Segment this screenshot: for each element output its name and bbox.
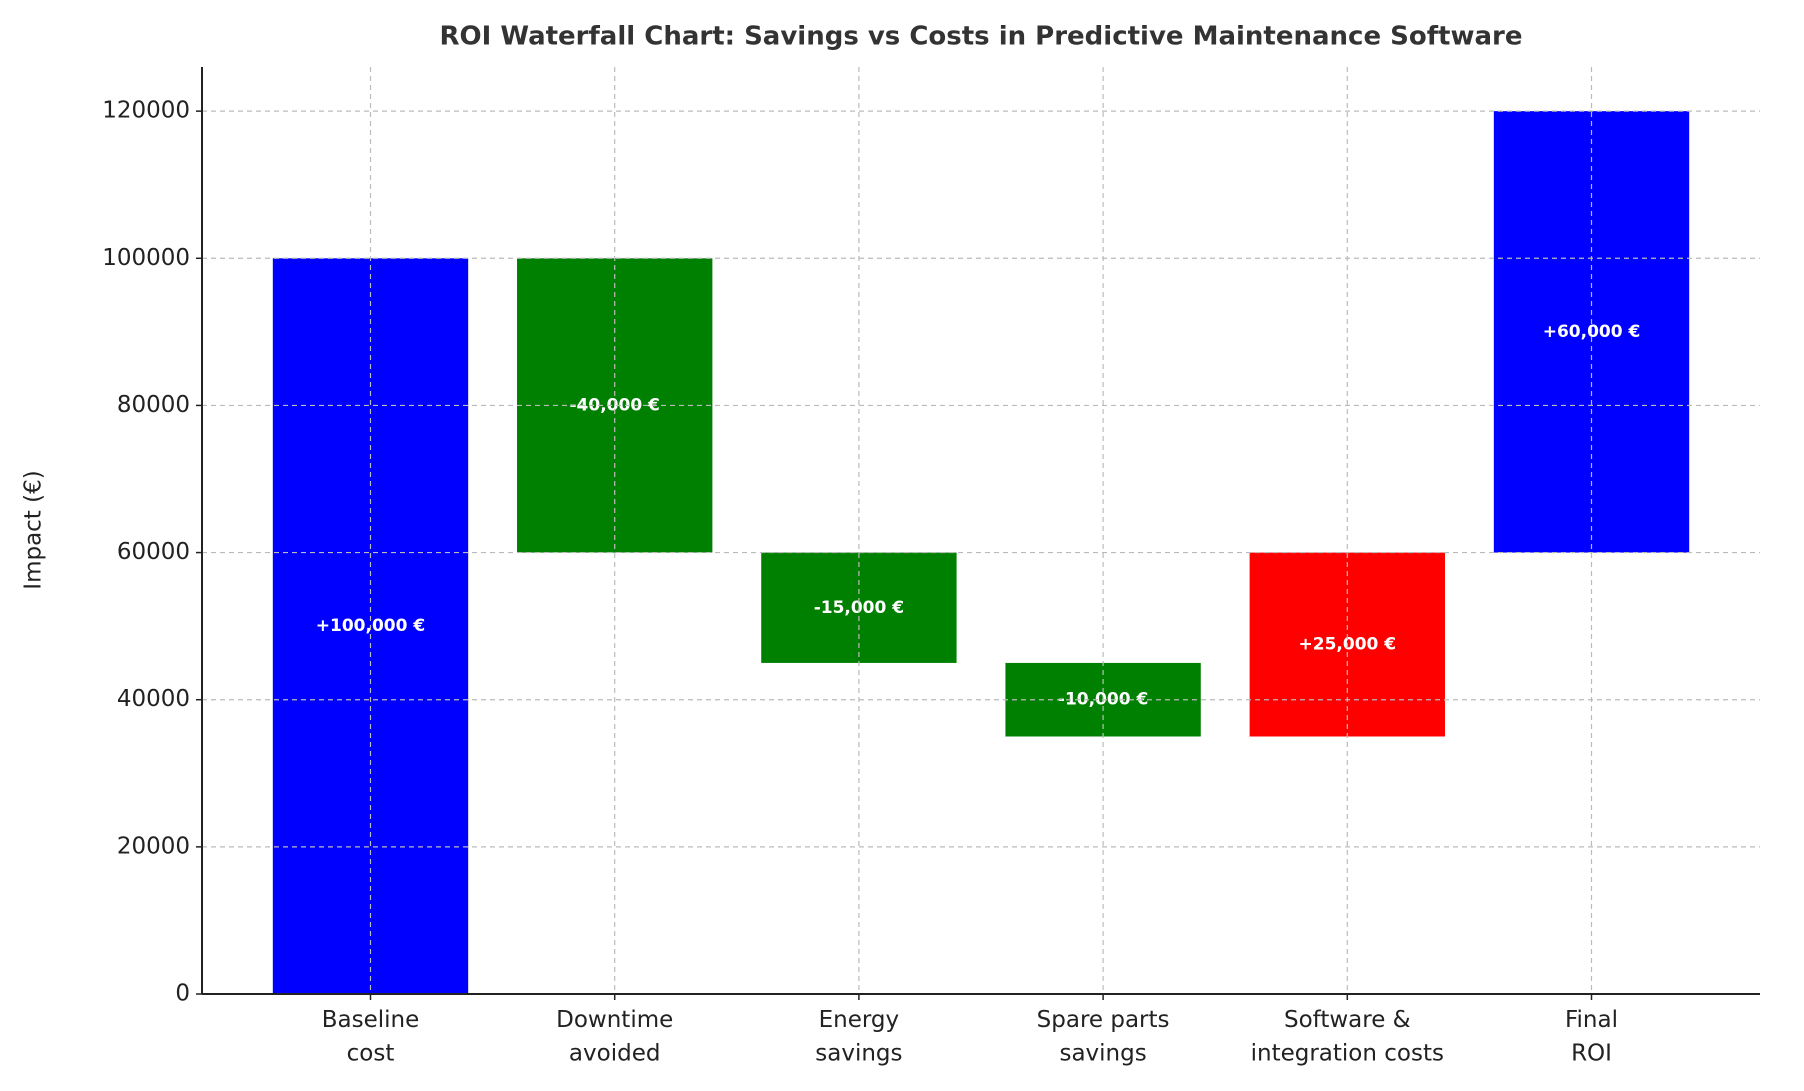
- y-tick-label: 40000: [117, 686, 190, 712]
- y-axis-label: Impact (€): [21, 470, 47, 589]
- x-tick-label: Spare parts savings: [1037, 1007, 1170, 1066]
- x-tick-label: Baseline cost: [322, 1007, 420, 1066]
- x-tick-label: Downtime avoided: [556, 1007, 673, 1066]
- y-tick-label: 60000: [117, 539, 190, 565]
- y-tick-label: 80000: [117, 392, 190, 418]
- y-tick-label: 100000: [102, 245, 190, 271]
- y-tick-label: 120000: [102, 98, 190, 124]
- y-tick-label: 0: [175, 981, 190, 1007]
- value-label: -40,000 €: [569, 395, 659, 415]
- x-tick-label: Energy savings: [815, 1007, 902, 1066]
- y-tick-label: 20000: [117, 833, 190, 859]
- x-tick-label: Software & integration costs: [1251, 1007, 1444, 1066]
- x-tick-label: Final ROI: [1565, 1007, 1618, 1066]
- chart-title: ROI Waterfall Chart: Savings vs Costs in…: [439, 22, 1522, 52]
